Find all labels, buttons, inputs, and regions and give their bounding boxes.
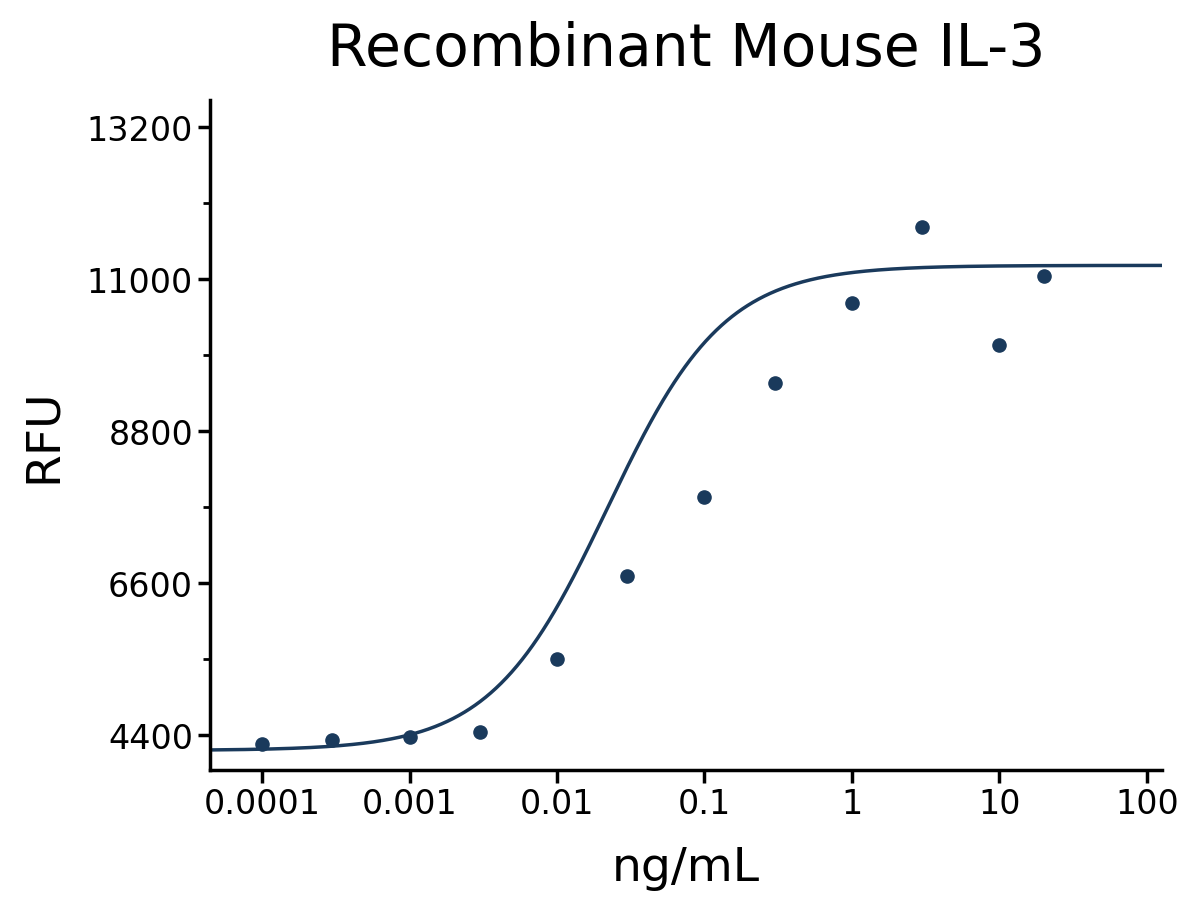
Point — [766, 376, 785, 391]
Point — [470, 725, 490, 740]
Point — [1034, 269, 1054, 283]
X-axis label: ng/mL: ng/mL — [612, 845, 760, 890]
Point — [547, 652, 566, 667]
Point — [618, 569, 637, 584]
Point — [252, 737, 271, 752]
Point — [842, 297, 862, 312]
Point — [990, 338, 1009, 353]
Y-axis label: RFU: RFU — [20, 388, 66, 483]
Point — [323, 733, 342, 748]
Title: Recombinant Mouse IL-3: Recombinant Mouse IL-3 — [326, 21, 1045, 77]
Point — [913, 220, 932, 235]
Point — [400, 730, 419, 744]
Point — [695, 490, 714, 505]
